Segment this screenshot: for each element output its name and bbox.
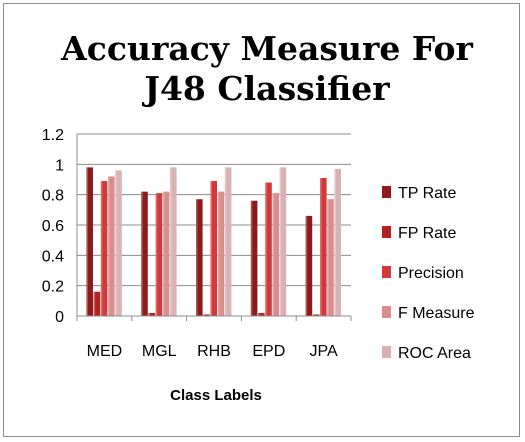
legend-label: Precision — [398, 265, 464, 282]
bar-highlight — [155, 193, 158, 316]
legend: TP Rate FP Rate Precision F Measure ROC Area — [382, 185, 475, 362]
bar — [312, 314, 320, 316]
bar-highlight — [148, 312, 150, 316]
legend-swatch — [382, 226, 391, 238]
axes: 0 0.2 0.4 0.6 0.8 1 1.2 MED MGL RHB EPD JPA — [42, 127, 352, 360]
bar-highlight — [115, 170, 117, 316]
bar — [334, 168, 341, 316]
y-tick-label: 1 — [55, 157, 64, 174]
bar-highlight — [162, 191, 165, 316]
bar-highlight — [224, 167, 227, 316]
bar — [196, 199, 203, 316]
chart: Accuracy Measure For J48 Classifier 0 0.2… — [42, 29, 475, 404]
bar-highlight — [217, 191, 220, 316]
y-tick-label: 0.8 — [42, 188, 64, 205]
bar — [100, 181, 108, 316]
bar-highlight — [203, 314, 205, 316]
y-tick-label: 0 — [55, 309, 64, 326]
bar-highlight — [312, 314, 315, 316]
bar — [250, 200, 258, 316]
bar-highlight — [210, 181, 212, 316]
legend-swatch — [382, 346, 391, 358]
x-tick-label: JPA — [310, 343, 338, 360]
bar — [279, 167, 287, 316]
legend-item: F Measure — [382, 305, 475, 322]
bar — [320, 177, 327, 316]
x-tick-label: RHB — [197, 343, 231, 360]
bar-highlight — [108, 176, 110, 316]
chart-title-line-2: J48 Classifier — [141, 69, 390, 108]
bar-highlight — [170, 167, 172, 316]
legend-label: TP Rate — [398, 185, 457, 202]
legend-item: FP Rate — [382, 225, 457, 242]
bar — [217, 191, 225, 316]
legend-label: ROC Area — [398, 345, 471, 362]
legend-label: FP Rate — [398, 225, 457, 242]
bar-highlight — [141, 191, 143, 316]
bar — [272, 193, 279, 316]
bar — [224, 167, 232, 316]
bar-highlight — [334, 168, 336, 316]
legend-swatch — [382, 306, 391, 318]
chart-title-line-1: Accuracy Measure For — [60, 29, 473, 68]
x-tick-label: EPD — [252, 343, 285, 360]
bar — [93, 291, 101, 316]
y-tick-label: 0.4 — [42, 248, 64, 265]
bar-highlight — [196, 199, 198, 316]
bar-highlight — [272, 193, 274, 316]
bar-highlight — [100, 181, 103, 316]
y-tick-label: 0.2 — [42, 279, 64, 296]
legend-item: ROC Area — [382, 345, 471, 362]
bar-highlight — [279, 167, 282, 316]
bar — [115, 170, 122, 316]
bar — [162, 191, 170, 316]
bar-highlight — [258, 312, 260, 316]
y-tick-label: 0.6 — [42, 218, 64, 235]
legend-label: F Measure — [398, 305, 475, 322]
legend-item: TP Rate — [382, 185, 457, 202]
bar — [148, 312, 155, 316]
bar-highlight — [250, 200, 253, 316]
x-tick-label: MGL — [142, 343, 177, 360]
bar — [170, 167, 177, 316]
bars — [86, 167, 341, 316]
bar-highlight — [320, 177, 322, 316]
legend-swatch — [382, 186, 391, 198]
legend-swatch — [382, 266, 391, 278]
bar-highlight — [86, 167, 88, 316]
y-tick-label: 1.2 — [42, 127, 64, 144]
bar — [327, 199, 334, 316]
bar — [141, 191, 148, 316]
legend-item: Precision — [382, 265, 464, 282]
bar-highlight — [265, 182, 267, 316]
x-tick-label: MED — [87, 343, 123, 360]
bar-highlight — [305, 215, 308, 316]
bar — [108, 176, 115, 316]
bar — [265, 182, 272, 316]
bar — [210, 181, 217, 316]
bar-highlight — [327, 199, 329, 316]
x-axis-title: Class Labels — [170, 387, 262, 404]
bar — [258, 312, 265, 316]
bar — [155, 193, 163, 316]
chart-frame: Accuracy Measure For J48 Classifier 0 0.2… — [3, 3, 520, 437]
bar-highlight — [93, 291, 96, 316]
bar — [305, 215, 313, 316]
bar — [203, 314, 210, 316]
bar — [86, 167, 93, 316]
